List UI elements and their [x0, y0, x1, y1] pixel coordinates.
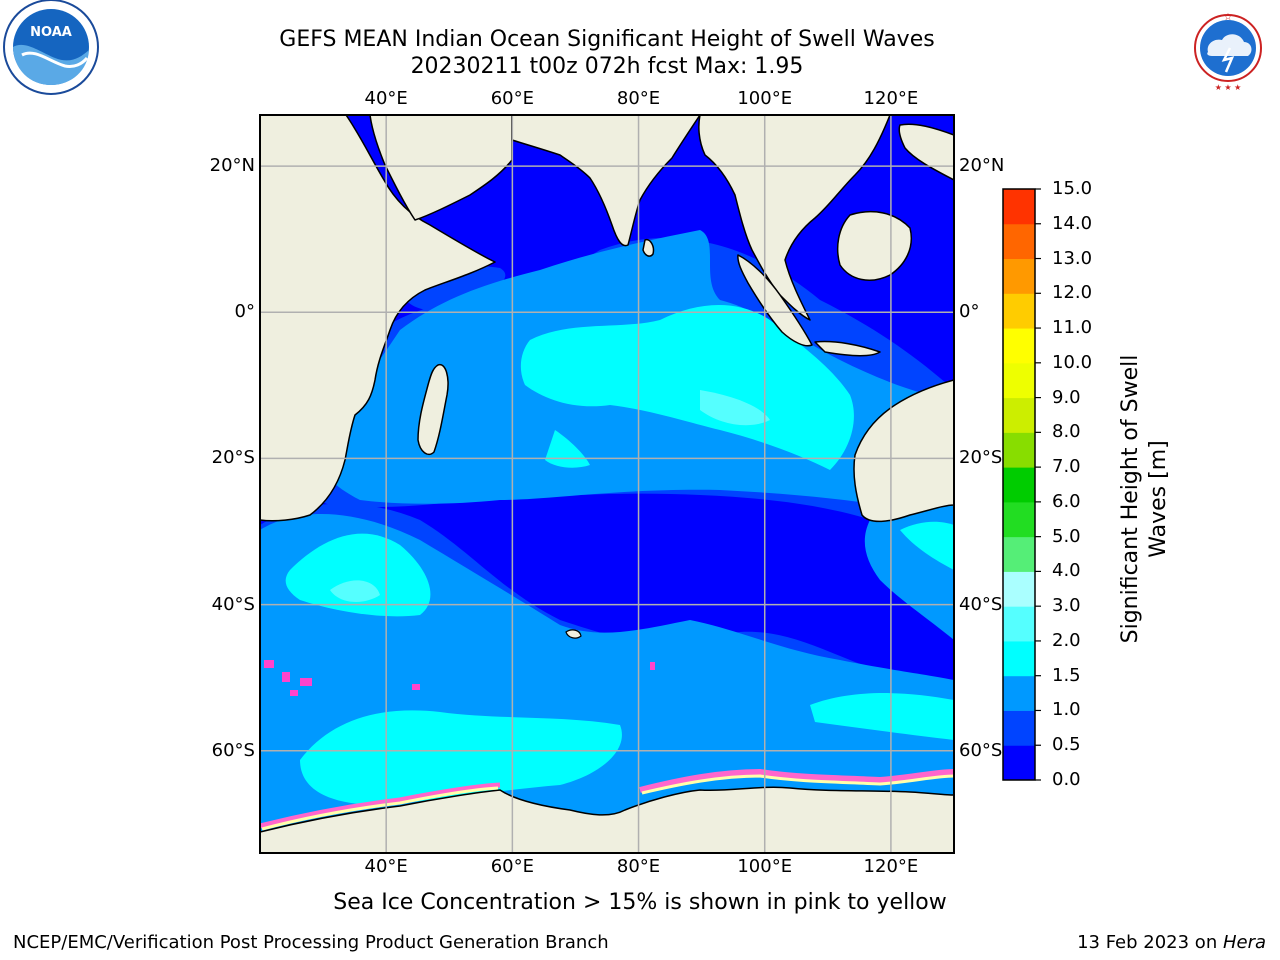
lon-tick-label-bottom: 100°E [737, 856, 793, 877]
colorbar-segment [1003, 536, 1035, 572]
colorbar-tick-label: 1.5 [1052, 664, 1081, 686]
swell-region-1.5-2.0 [900, 521, 954, 570]
lon-tick-label-bottom: 80°E [616, 856, 661, 877]
colorbar-label: Significant Height of Swell Waves [m] [1117, 319, 1173, 679]
colorbar-segment [1003, 467, 1035, 503]
lon-tick-label-bottom: 60°E [490, 856, 534, 877]
map-field [260, 115, 954, 853]
colorbar-segment [1003, 189, 1035, 225]
colorbar-segment [1003, 745, 1035, 781]
lon-tick-label-top: 100°E [737, 88, 793, 109]
lat-tick-label-right: 60°S [959, 739, 1003, 761]
lon-tick-label-top: 120°E [863, 88, 919, 109]
land-sumatra [737, 254, 813, 347]
sea-ice-speck [290, 690, 298, 696]
swell-region-1.5-2.0 [285, 533, 431, 617]
land-sri-lanka [642, 238, 655, 257]
colorbar-segment [1003, 293, 1035, 329]
lat-tick-label-left: 0° [234, 301, 255, 323]
colorbar-frame [1002, 188, 1036, 781]
colorbar-tick-label: 6.0 [1052, 490, 1081, 512]
colorbar-tick-label: 13.0 [1052, 247, 1093, 269]
colorbar-tick-label: 9.0 [1052, 386, 1081, 408]
land-java [814, 340, 881, 357]
sea-ice-speck [412, 684, 420, 690]
colorbar-segment [1003, 258, 1035, 294]
swell-region-2.0-3.0 [330, 580, 380, 602]
swell-region-1.5-2.0 [300, 710, 622, 805]
land-africa [260, 115, 496, 522]
colorbar-label-line2: Waves [m] [1146, 440, 1171, 558]
colorbar-tick-label: 1.0 [1052, 699, 1081, 721]
colorbar-tick-label: 0.5 [1052, 734, 1081, 756]
sea-ice-band [639, 768, 954, 793]
land-india [511, 115, 701, 247]
colorbar-tick-label: 4.0 [1052, 560, 1081, 582]
lat-tick-label-left: 20°N [209, 155, 255, 177]
colorbar-segment [1003, 328, 1035, 364]
colorbar-tick-label: 11.0 [1052, 317, 1093, 339]
sea-ice-band [260, 782, 501, 829]
colorbar-tick-label: 8.0 [1052, 421, 1081, 443]
colorbar-tick-label: 0.0 [1052, 769, 1081, 790]
lat-tick-label-left: 40°S [211, 593, 255, 615]
land-australia [853, 379, 954, 523]
lat-tick-label-left: 20°S [211, 447, 255, 469]
chart-title: GEFS MEAN Indian Ocean Significant Heigh… [279, 27, 935, 52]
colorbar-segment [1003, 362, 1035, 399]
footer-machine: Hera [1222, 932, 1266, 953]
colorbar-tick-label: 2.0 [1052, 629, 1081, 651]
colorbar-segment [1003, 501, 1035, 538]
lat-tick-label-right: 40°S [959, 593, 1003, 615]
lon-tick-label-top: 60°E [490, 88, 534, 109]
sea-ice-speck [300, 678, 312, 686]
footer-date: 13 Feb 2023 on [1077, 932, 1223, 953]
colorbar-label-line1: Significant Height of Swell [1118, 354, 1143, 644]
footer-right: 13 Feb 2023 on Hera [1077, 932, 1266, 953]
swell-region-1.5-2.0 [810, 693, 954, 740]
footer-left: NCEP/EMC/Verification Post Processing Pr… [13, 932, 609, 953]
lat-tick-label-right: 20°N [959, 155, 1005, 177]
land-kerguelen [565, 629, 582, 639]
lon-tick-label-bottom: 40°E [364, 856, 408, 877]
swell-region-2.0-3.0 [700, 390, 770, 426]
land-madagascar [417, 363, 449, 456]
colorbar-segment [1003, 640, 1035, 677]
swell-region-1.5-2.0 [520, 305, 854, 470]
sea-ice-speck [282, 672, 290, 682]
colorbar-segment [1003, 675, 1035, 711]
colorbar-segment [1003, 432, 1035, 468]
sea-ice-band [261, 786, 499, 831]
colorbar-tick-label: 15.0 [1052, 178, 1093, 199]
lon-tick-label-bottom: 120°E [863, 856, 919, 877]
sea-ice-speck [650, 662, 655, 670]
colorbar-segment [1003, 606, 1035, 642]
lon-tick-label-top: 80°E [616, 88, 661, 109]
colorbar-segment [1003, 397, 1035, 433]
lat-tick-label-right: 20°S [959, 447, 1003, 469]
lat-tick-label-left: 60°S [211, 739, 255, 761]
colorbar-tick-label: 10.0 [1052, 351, 1093, 373]
land-antarctica [260, 786, 954, 853]
colorbar-segment [1003, 571, 1035, 607]
land-arabia [369, 115, 513, 221]
colorbar-tick-label: 14.0 [1052, 212, 1093, 234]
colorbar [1003, 188, 1041, 781]
map-frame [259, 114, 955, 854]
colorbar-segment [1003, 223, 1035, 260]
lon-tick-label-top: 40°E [364, 88, 408, 109]
chart-subtitle: 20230211 t00z 072h fcst Max: 1.95 [410, 54, 804, 79]
sea-ice-band [641, 774, 954, 795]
lat-tick-label-right: 0° [959, 301, 980, 323]
colorbar-segment [1003, 710, 1035, 746]
colorbar-tick-label: 12.0 [1052, 282, 1093, 304]
colorbar-tick-label: 7.0 [1052, 456, 1081, 478]
sea-ice-note: Sea Ice Concentration > 15% is shown in … [333, 890, 947, 915]
colorbar-tick-label: 3.0 [1052, 595, 1081, 617]
gridlines [260, 115, 954, 853]
colorbar-tick-label: 5.0 [1052, 525, 1081, 547]
sea-ice-speck [264, 660, 274, 668]
